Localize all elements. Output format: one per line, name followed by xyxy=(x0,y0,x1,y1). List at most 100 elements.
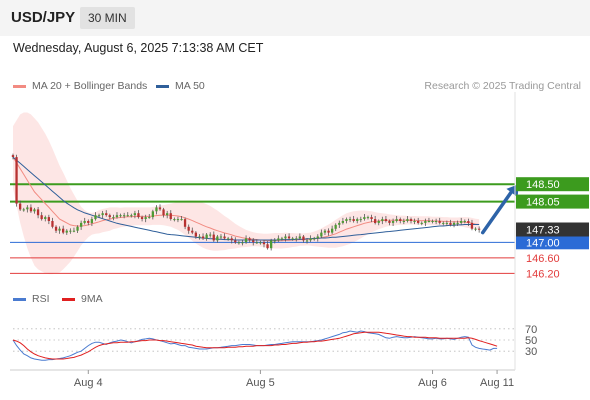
candle-body xyxy=(223,236,226,239)
candle-body xyxy=(148,217,151,219)
candle-body xyxy=(29,207,33,212)
candle-body xyxy=(427,221,431,222)
forecast-arrow-head xyxy=(506,184,519,198)
candle-body xyxy=(244,238,248,243)
candle-body xyxy=(320,232,323,237)
candle-body xyxy=(323,230,327,233)
candle-body xyxy=(205,234,208,239)
candle-body xyxy=(309,238,312,241)
candle-body xyxy=(460,221,463,223)
candle-body xyxy=(227,238,230,240)
candle-body xyxy=(345,219,348,221)
price-tag-label: 148.05 xyxy=(526,197,560,209)
candle-body xyxy=(26,207,29,210)
candle-body xyxy=(341,221,344,223)
candle-body xyxy=(273,240,276,242)
price-tag-label: 146.20 xyxy=(526,268,560,280)
candle-body xyxy=(230,238,233,241)
ma9-legend-label: 9MA xyxy=(81,293,103,305)
candle-body xyxy=(402,221,405,222)
price-panel: 148.50 148.05 147.00 146.60 146.20 147.33 xyxy=(10,112,589,280)
legend-item-ma20: MA 20 + Bollinger Bands xyxy=(13,80,147,92)
candle-body xyxy=(169,213,172,219)
rsi-swatch xyxy=(13,297,26,301)
candle-body xyxy=(295,238,298,240)
candle-body xyxy=(212,234,215,241)
candle-body xyxy=(137,213,140,218)
forecast-arrow xyxy=(480,188,515,235)
candle-body xyxy=(370,217,373,219)
candle-body xyxy=(241,242,244,244)
price-tag-bg xyxy=(516,235,589,250)
ma9-swatch xyxy=(62,297,75,301)
price-tag-bg xyxy=(516,177,589,192)
candle-body xyxy=(183,219,187,227)
candle-body xyxy=(97,215,101,217)
rsi-tick-label: 70 xyxy=(525,324,537,336)
candle-body xyxy=(144,217,147,219)
candle-body xyxy=(65,230,68,233)
candle-body xyxy=(173,219,176,221)
candle-body xyxy=(381,219,384,221)
candle-body xyxy=(119,215,122,217)
candle-body xyxy=(452,222,456,225)
candle-body xyxy=(69,230,72,232)
candle-body xyxy=(384,219,387,221)
candle-body xyxy=(108,215,111,218)
candle-body xyxy=(417,221,420,223)
candle-body xyxy=(237,242,240,244)
candle-body xyxy=(420,222,423,224)
candle-body xyxy=(356,219,359,221)
candle-body xyxy=(388,221,391,223)
candle-body xyxy=(442,222,445,224)
candle-body xyxy=(15,157,18,204)
candle-body xyxy=(463,221,466,222)
candle-body xyxy=(266,244,269,249)
candle-body xyxy=(47,217,50,221)
candle-body xyxy=(90,219,93,223)
candle-body xyxy=(22,209,25,211)
candle-body xyxy=(363,217,366,219)
timeframe-badge[interactable]: 30 MIN xyxy=(80,7,135,29)
candle-body xyxy=(105,213,108,216)
price-tag-label: 146.60 xyxy=(526,253,560,265)
candle-body xyxy=(54,226,58,231)
chart-datetime: Wednesday, August 6, 2025 7:13:38 AM CET xyxy=(13,41,264,55)
candle-body xyxy=(11,155,15,157)
candle-body xyxy=(191,230,194,233)
x-tick-label: Aug 5 xyxy=(246,377,275,389)
candle-body xyxy=(252,240,255,243)
candle-body xyxy=(158,207,162,210)
candle-body xyxy=(115,215,119,218)
rsi-legend-item-9ma: 9MA xyxy=(62,293,103,305)
chart-header: USD/JPY 30 MIN xyxy=(0,0,590,36)
candle-body xyxy=(176,219,180,221)
candle-body xyxy=(101,213,104,216)
candle-body xyxy=(133,213,136,216)
candle-body xyxy=(284,236,287,239)
candle-body xyxy=(277,238,280,241)
candle-body xyxy=(474,228,477,230)
candle-body xyxy=(262,242,266,245)
bollinger-band xyxy=(13,112,480,275)
candle-body xyxy=(209,234,212,236)
candle-body xyxy=(87,221,90,223)
candle-body xyxy=(36,209,40,216)
candle-body xyxy=(166,213,169,216)
candle-body xyxy=(19,203,22,210)
symbol-title: USD/JPY xyxy=(11,9,76,26)
candle-body xyxy=(180,219,183,221)
candle-body xyxy=(456,222,459,224)
candle-body xyxy=(366,217,370,219)
candle-body xyxy=(259,242,262,244)
candle-body xyxy=(377,221,380,223)
rsi-legend-label: RSI xyxy=(32,293,50,305)
candle-body xyxy=(434,221,438,222)
candle-body xyxy=(467,221,470,223)
candle-body xyxy=(40,215,43,220)
candle-body xyxy=(449,222,452,225)
candle-body xyxy=(395,219,398,221)
rsi-tick-label: 50 xyxy=(525,335,537,347)
candle-body xyxy=(406,219,409,221)
